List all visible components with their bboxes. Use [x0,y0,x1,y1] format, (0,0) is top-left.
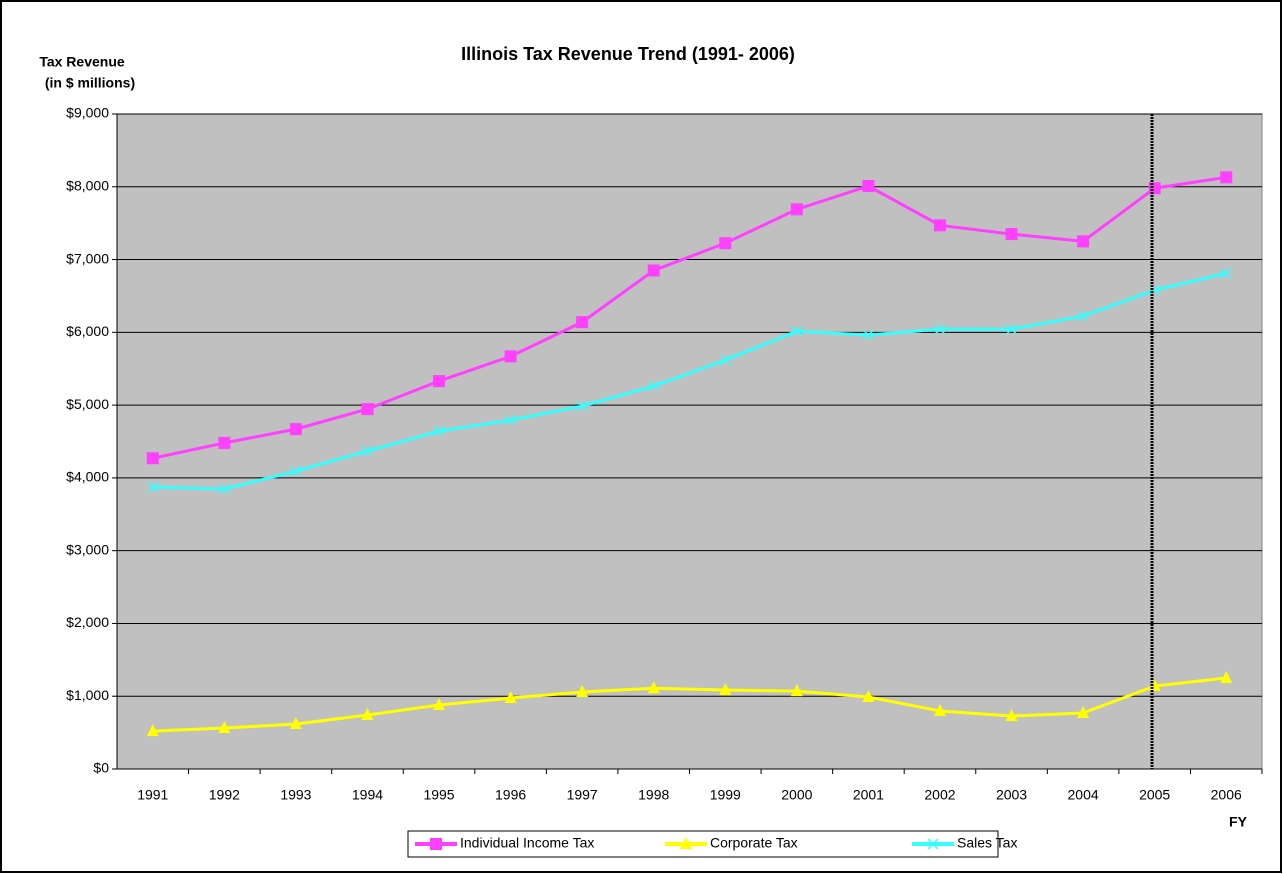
marker [1077,235,1090,248]
marker [1005,709,1018,722]
y-tick-label: $9,000 [66,105,109,121]
x-tick-label: 1991 [137,787,168,803]
marker [290,465,302,477]
marker [504,350,517,363]
y-tick-label: $1,000 [66,687,109,703]
marker [289,423,302,436]
marker [433,375,446,388]
marker [1220,671,1233,684]
marker [862,180,875,193]
y-tick-label: $4,000 [66,469,109,485]
x-tick-label: 2004 [1068,787,1099,803]
marker [933,219,946,232]
marker [862,329,874,341]
marker [790,203,803,216]
marker [576,316,589,329]
marker [576,400,588,412]
x-tick-label: 2005 [1139,787,1170,803]
legend-marker [430,838,442,850]
y-tick-label: $6,000 [66,323,109,339]
legend-label: Corporate Tax [710,835,798,851]
marker [790,684,803,697]
x-tick-label: 1999 [710,787,741,803]
x-tick-label: 1993 [280,787,311,803]
x-tick-label: 1992 [209,787,240,803]
y-axis-label: (in $ millions) [45,75,135,91]
marker [719,683,732,696]
marker [433,425,445,437]
plot-area [116,113,1263,770]
x-tick-label: 1994 [352,787,383,803]
x-tick-label: 2001 [853,787,884,803]
x-tick-label: 2003 [996,787,1027,803]
legend: Individual Income Tax Corporate Tax Sales … [407,830,1017,858]
x-axis-label: FY [1229,814,1248,830]
marker [719,237,732,250]
x-tick-label: 2000 [781,787,812,803]
marker [361,403,374,416]
marker [647,264,660,277]
marker [934,323,946,335]
marker [1005,323,1018,335]
marker [146,452,159,465]
marker [218,436,231,449]
x-tick-label: 1998 [638,787,669,803]
series-line [152,271,1227,491]
marker [1077,706,1090,719]
marker [146,724,159,737]
x-tick-label: 1997 [567,787,598,803]
y-tick-label: $8,000 [66,177,109,193]
marker [1220,267,1232,279]
marker [361,707,374,720]
legend-label: Sales Tax [957,835,1017,851]
legend-marker [927,838,939,850]
y-axis-label: Tax Revenue [39,54,125,70]
y-tick-label: $5,000 [66,396,109,412]
x-tick-label: 1996 [495,787,526,803]
series-line [152,676,1227,733]
chart-title: Illinois Tax Revenue Trend (1991- 2006) [461,44,795,64]
x-tick-label: 2006 [1211,787,1242,803]
marker [648,380,660,392]
marker [933,703,946,716]
marker [361,445,373,457]
marker [218,483,230,495]
plot: $0 $1,000 $2,000 $3,000 $4,000 $5,000 $6,000 $7… [66,105,1263,803]
marker [1005,228,1018,241]
marker [433,697,446,710]
y-tick-label: $2,000 [66,614,109,630]
legend-marker [680,837,692,849]
y-tick-label: $3,000 [66,541,109,557]
marker [719,354,731,366]
series-line [152,175,1227,460]
legend-label: Individual Income Tax [460,835,594,851]
marker [647,681,660,694]
marker [289,717,302,730]
x-tick-label: 2002 [924,787,955,803]
marker [791,325,803,337]
marker [576,685,589,698]
marker [1077,310,1089,322]
marker [147,481,159,493]
marker [862,689,875,702]
marker [505,414,517,426]
marker [504,691,517,704]
marker [1148,182,1161,195]
x-tick-label: 1995 [423,787,454,803]
y-tick-label: $0 [93,760,109,776]
marker [218,721,231,734]
marker [1220,171,1233,184]
y-tick-label: $7,000 [66,250,109,266]
